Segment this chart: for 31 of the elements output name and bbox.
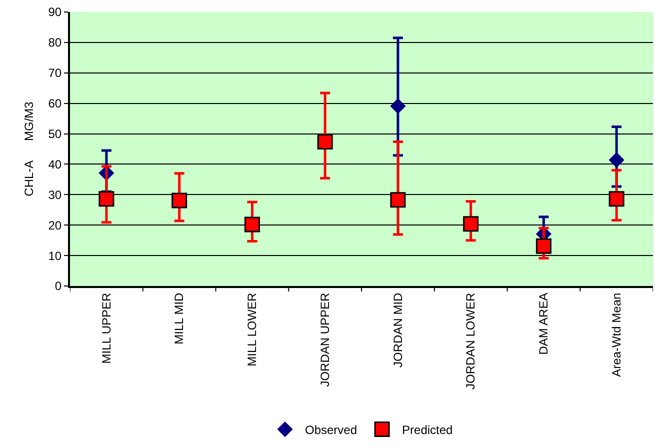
x-tick-label: Area-Wtd Mean <box>609 292 624 377</box>
y-tick-label: 80 <box>48 36 62 50</box>
y-tick-label: 40 <box>48 157 62 172</box>
point <box>172 192 188 208</box>
y-tick-label: 10 <box>48 248 62 263</box>
legend-label: Observed <box>305 422 358 437</box>
x-tick-label: JORDAN LOWER <box>464 292 478 390</box>
point <box>317 134 333 150</box>
y-tick-label: 20 <box>48 218 62 232</box>
y-tick-label: 30 <box>48 188 62 202</box>
y-tick-label: 0 <box>54 279 62 294</box>
x-tick-label: MILL LOWER <box>245 292 260 366</box>
x-tick-label: JORDAN MID <box>390 292 405 368</box>
point <box>390 98 406 114</box>
point <box>608 152 624 168</box>
x-tick-label: MILL MID <box>172 292 186 344</box>
y-tick-label: 60 <box>48 96 62 111</box>
point <box>608 191 624 207</box>
y-tick-label: 50 <box>48 126 62 141</box>
x-tick-label: DAM AREA <box>536 292 551 355</box>
x-tick-label: MILL UPPER <box>99 292 114 364</box>
legend-label: Predicted <box>402 422 453 437</box>
point <box>98 191 114 207</box>
y-tick-label: 70 <box>48 66 62 80</box>
y-axis-title: CHL-A MG/M3 <box>22 101 36 196</box>
y-tick-label: 90 <box>48 5 62 20</box>
point <box>390 192 406 208</box>
x-tick-label: JORDAN UPPER <box>318 292 332 387</box>
point <box>536 238 552 254</box>
point <box>463 216 479 232</box>
point <box>244 216 260 232</box>
